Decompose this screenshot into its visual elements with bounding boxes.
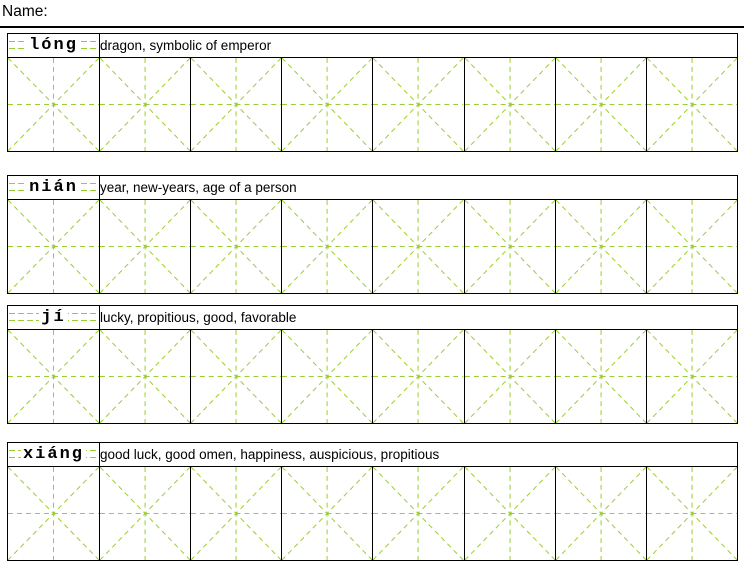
grid-row xyxy=(7,466,739,561)
practice-box xyxy=(554,199,647,294)
practice-box xyxy=(372,199,465,294)
mi-grid-guides-icon xyxy=(282,58,373,151)
definition-cell: good luck, good omen, happiness, auspici… xyxy=(99,442,738,467)
word-header-row: xiáng good luck, good omen, happiness, a… xyxy=(7,442,738,467)
word-section-nian: nián year, new-years, age of a person xyxy=(7,175,739,294)
mi-grid-guides-icon xyxy=(555,330,646,423)
grid-row xyxy=(7,199,739,294)
practice-box xyxy=(554,329,647,424)
mi-grid-guides-icon xyxy=(373,467,464,560)
mi-grid-guides-icon xyxy=(282,200,373,293)
mi-grid-guides-icon xyxy=(191,58,282,151)
mi-grid-guides-icon xyxy=(100,330,191,423)
name-label: Name: xyxy=(2,3,48,20)
practice-table: nián year, new-years, age of a person xyxy=(7,175,739,294)
pinyin-cell: jí xyxy=(7,305,100,330)
pinyin-text: nián xyxy=(27,176,80,199)
practice-box xyxy=(281,199,374,294)
mi-grid-guides-icon xyxy=(464,467,555,560)
pinyin-cell: xiáng xyxy=(7,442,100,467)
pinyin-text: lóng xyxy=(27,34,80,57)
practice-box xyxy=(98,199,192,294)
definition-cell: lucky, propitious, good, favorable xyxy=(99,305,738,330)
practice-box xyxy=(98,57,192,152)
mi-grid-guides-icon xyxy=(100,200,191,293)
mi-grid-guides-icon xyxy=(555,200,646,293)
practice-box xyxy=(372,329,465,424)
practice-box xyxy=(372,57,465,152)
mi-grid-guides-icon xyxy=(373,200,464,293)
mi-grid-guides-icon xyxy=(555,58,646,151)
practice-box xyxy=(281,329,374,424)
pinyin-text: jí xyxy=(39,306,68,329)
definition-cell: year, new-years, age of a person xyxy=(99,175,738,200)
mi-grid-guides-icon xyxy=(191,200,282,293)
mi-grid-guides-icon xyxy=(464,58,555,151)
mi-grid-guides-icon xyxy=(282,330,373,423)
mi-grid-guides-icon xyxy=(464,200,555,293)
word-section-ji: jí lucky, propitious, good, favorable xyxy=(7,305,739,424)
practice-box xyxy=(281,57,374,152)
practice-box xyxy=(190,329,283,424)
practice-box xyxy=(463,57,556,152)
practice-box xyxy=(554,466,647,561)
practice-table: jí lucky, propitious, good, favorable xyxy=(7,305,739,424)
mi-grid-guides-icon xyxy=(646,467,737,560)
mi-grid-guides-icon xyxy=(373,58,464,151)
mi-grid-guides-icon xyxy=(100,58,191,151)
practice-box xyxy=(7,466,100,561)
practice-box xyxy=(7,329,100,424)
mi-grid-guides-icon xyxy=(646,58,737,151)
mi-grid-guides-icon xyxy=(191,330,282,423)
practice-box xyxy=(645,57,739,152)
mi-grid-guides-icon xyxy=(373,330,464,423)
word-section-xiang: xiáng good luck, good omen, happiness, a… xyxy=(7,442,739,561)
mi-grid-guides-icon xyxy=(100,467,191,560)
grid-row xyxy=(7,57,739,152)
practice-box xyxy=(463,329,556,424)
pinyin-cell: lóng xyxy=(7,33,100,58)
mi-grid-guides-icon xyxy=(464,330,555,423)
mi-grid-guides-icon xyxy=(191,467,282,560)
practice-box xyxy=(98,329,192,424)
definition-cell: dragon, symbolic of emperor xyxy=(99,33,738,58)
practice-box xyxy=(463,199,556,294)
practice-box xyxy=(645,466,739,561)
mi-grid-guides-icon xyxy=(8,467,99,560)
practice-box xyxy=(281,466,374,561)
practice-box xyxy=(463,466,556,561)
practice-box xyxy=(645,329,739,424)
practice-box xyxy=(190,199,283,294)
practice-box xyxy=(372,466,465,561)
word-header-row: nián year, new-years, age of a person xyxy=(7,175,738,200)
practice-box xyxy=(98,466,192,561)
mi-grid-guides-icon xyxy=(8,330,99,423)
practice-table: xiáng good luck, good omen, happiness, a… xyxy=(7,442,739,561)
practice-box xyxy=(7,199,100,294)
practice-table: lóng dragon, symbolic of emperor xyxy=(7,33,739,152)
mi-grid-guides-icon xyxy=(282,467,373,560)
mi-grid-guides-icon xyxy=(8,58,99,151)
practice-box xyxy=(7,57,100,152)
mi-grid-guides-icon xyxy=(646,330,737,423)
practice-box xyxy=(645,199,739,294)
mi-grid-guides-icon xyxy=(646,200,737,293)
word-header-row: lóng dragon, symbolic of emperor xyxy=(7,33,738,58)
grid-row xyxy=(7,329,739,424)
name-fill-line xyxy=(0,26,744,28)
practice-box xyxy=(554,57,647,152)
pinyin-text: xiáng xyxy=(20,443,86,466)
practice-box xyxy=(190,57,283,152)
practice-box xyxy=(190,466,283,561)
word-header-row: jí lucky, propitious, good, favorable xyxy=(7,305,738,330)
word-section-long: lóng dragon, symbolic of emperor xyxy=(7,33,739,152)
pinyin-cell: nián xyxy=(7,175,100,200)
mi-grid-guides-icon xyxy=(8,200,99,293)
mi-grid-guides-icon xyxy=(555,467,646,560)
